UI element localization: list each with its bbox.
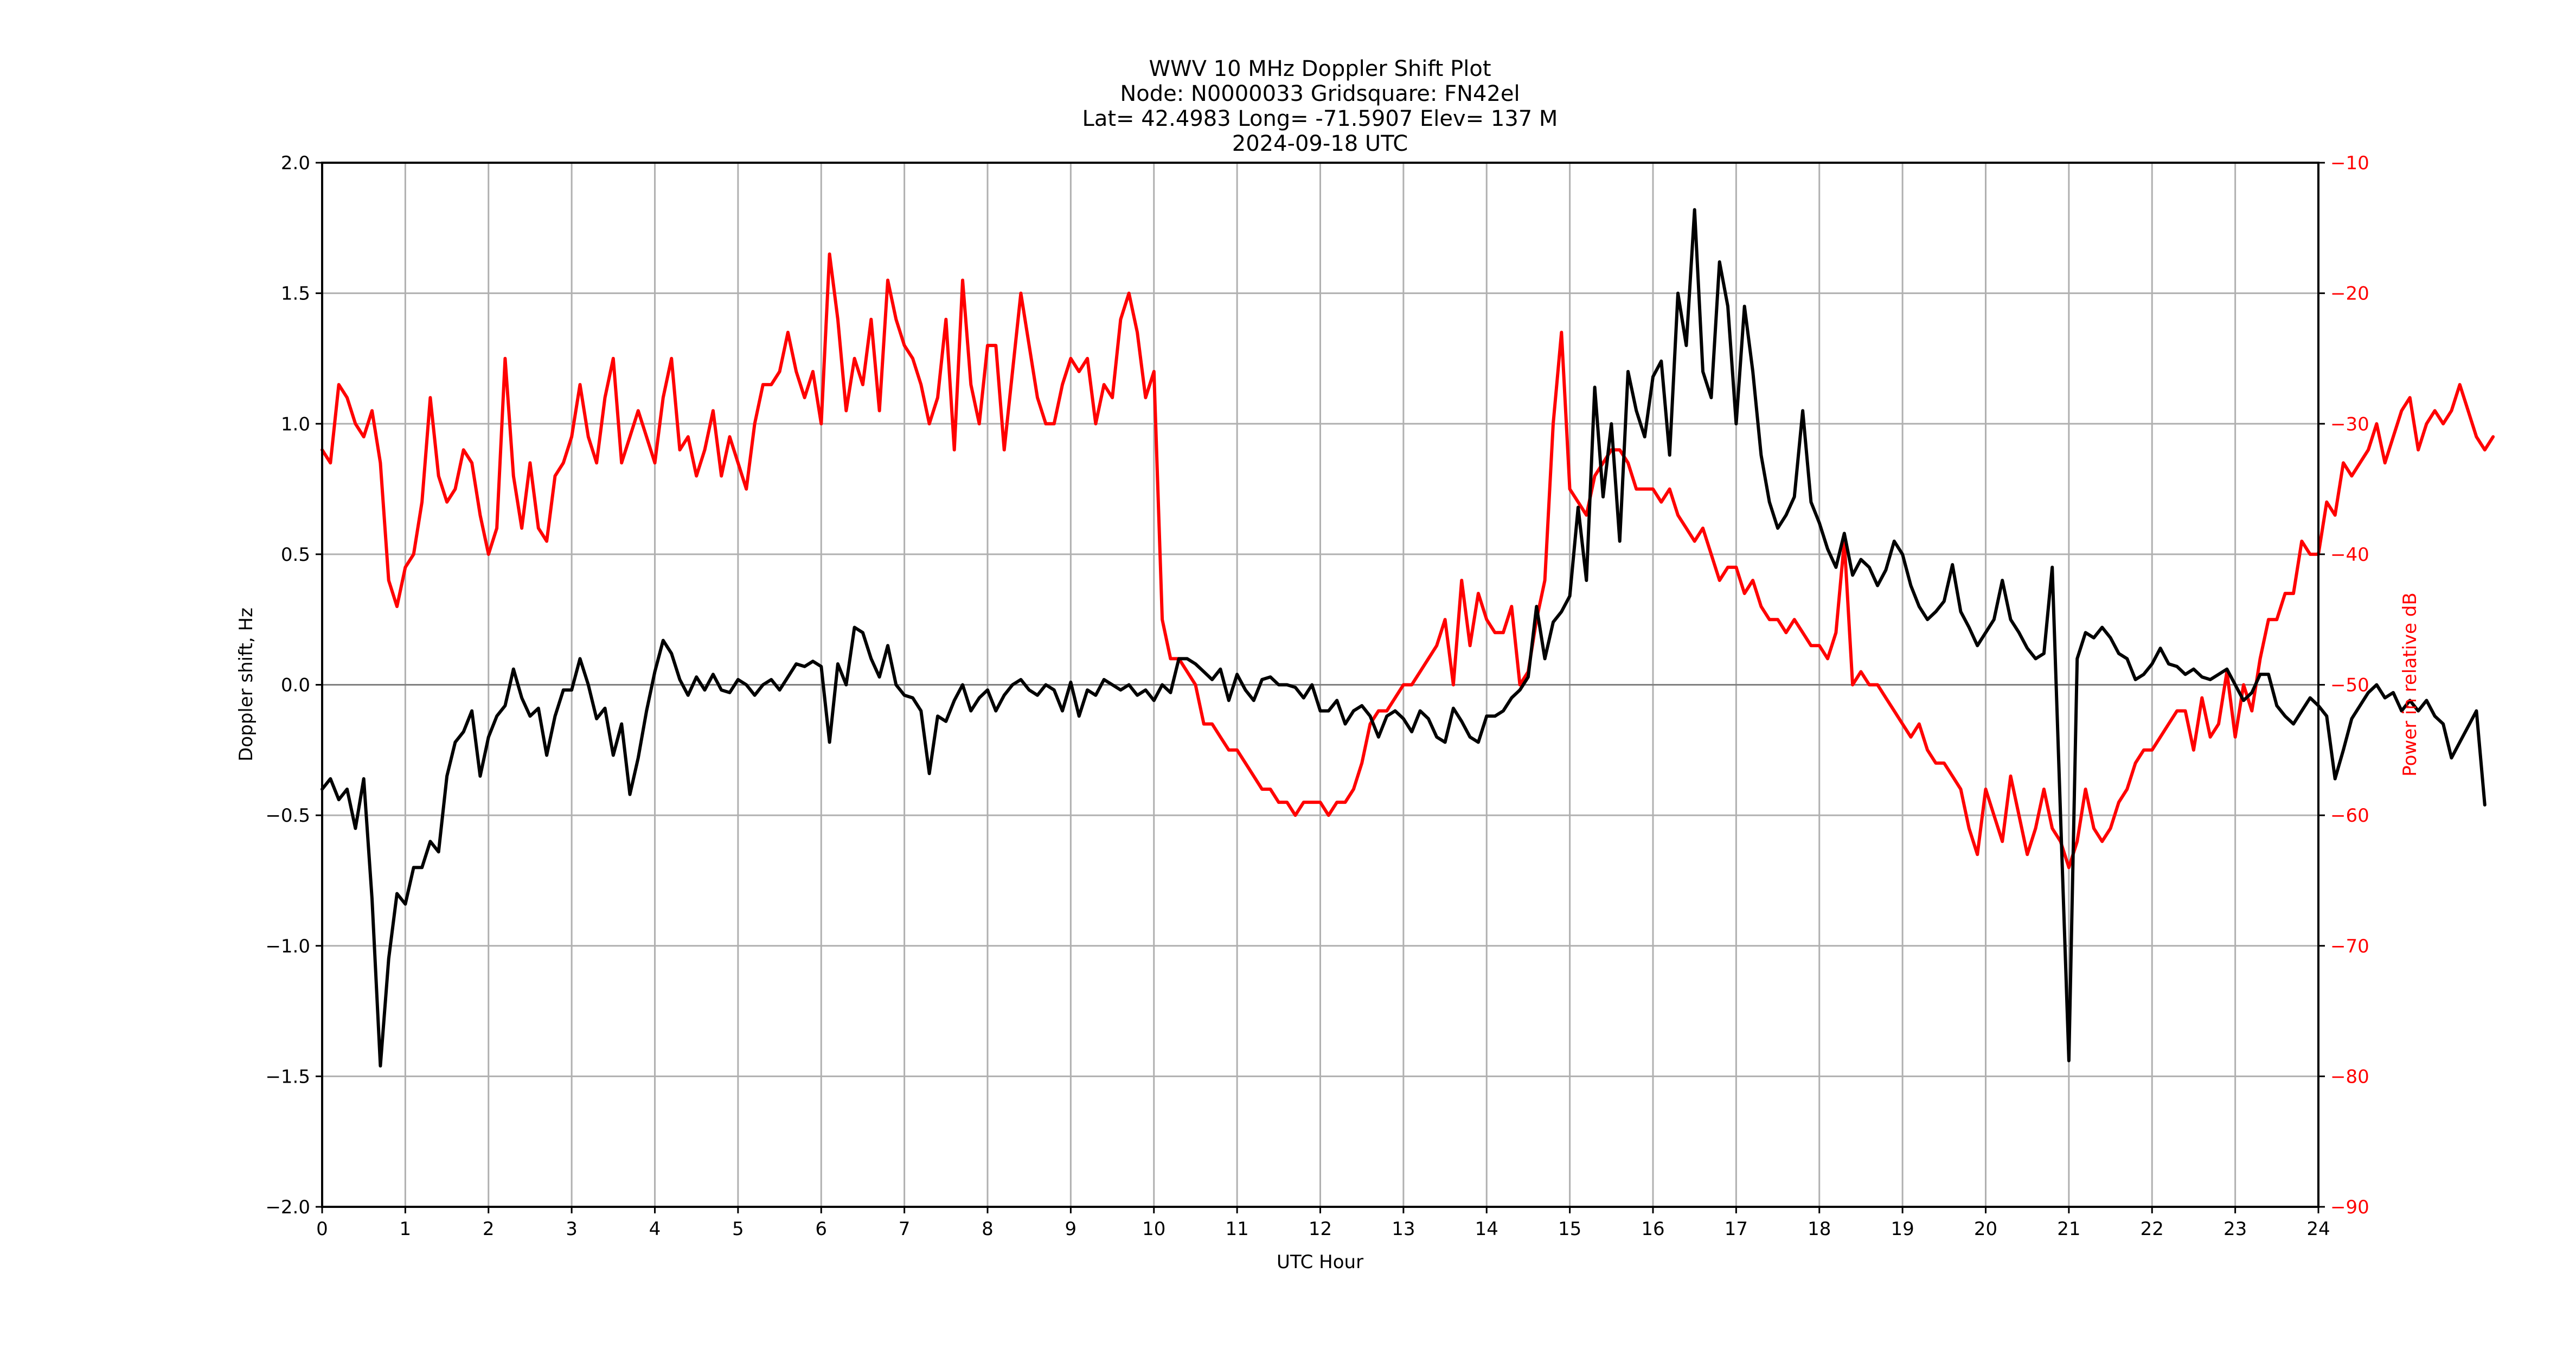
x-tick-label: 10 [1142,1218,1165,1240]
right-y-tick-label: −20 [2330,283,2369,305]
y-tick-label: −0.5 [265,805,310,827]
y-tick-label: −1.0 [265,936,310,957]
doppler-series-line [321,208,2487,1068]
x-tick-label: 20 [1974,1218,1997,1240]
right-y-axis-label: Power in relative dB [2399,592,2421,776]
x-tick-label: 7 [899,1218,911,1240]
x-tick-label: 14 [1475,1218,1498,1240]
right-y-tick-label: −40 [2330,544,2369,566]
y-tick-label: 0.0 [281,675,310,696]
right-y-tick-label: −10 [2330,152,2369,174]
x-tick-label: 12 [1309,1218,1332,1240]
x-tick-label: 21 [2057,1218,2080,1240]
y-tick-label: −2.0 [265,1197,310,1218]
x-tick-label: 22 [2141,1218,2164,1240]
chart-subtitle-node: Node: N0000033 Gridsquare: FN42el [1120,81,1520,106]
x-tick-label: 18 [1808,1218,1831,1240]
left-y-axis-ticks: 2.0 1.5 1.0 0.5 0.0 −0.5 −1.0 −1.5 −2.0 [265,152,322,1218]
x-axis-label: UTC Hour [1277,1251,1363,1273]
right-y-tick-label: −90 [2330,1197,2369,1218]
x-tick-label: 0 [316,1218,328,1240]
chart-subtitle-location: Lat= 42.4983 Long= -71.5907 Elev= 137 M [1082,106,1558,131]
y-tick-label: 1.5 [281,283,310,305]
chart-title-block: WWV 10 MHz Doppler Shift Plot Node: N000… [1082,56,1558,156]
x-tick-label: 16 [1641,1218,1664,1240]
power-series-line [321,252,2495,869]
x-tick-label: 24 [2306,1218,2330,1240]
right-y-axis-ticks: −10 −20 −30 −40 −50 −60 −70 −80 −90 [2318,152,2369,1218]
right-y-tick-label: −60 [2330,805,2369,827]
y-tick-label: 1.0 [281,413,310,435]
x-axis-ticks: 0 1 2 3 4 5 6 7 8 9 10 11 12 13 14 15 16 17 18 19 20 21 22 23 24 [316,1207,2330,1240]
x-tick-label: 4 [649,1218,661,1240]
chart-title: WWV 10 MHz Doppler Shift Plot [1149,56,1491,81]
chart-subtitle-date: 2024-09-18 UTC [1232,131,1408,156]
x-tick-label: 23 [2223,1218,2247,1240]
x-tick-label: 5 [732,1218,744,1240]
x-tick-label: 2 [483,1218,495,1240]
right-y-tick-label: −50 [2330,675,2369,696]
y-tick-label: 2.0 [281,152,310,174]
y-tick-label: 0.5 [281,544,310,566]
x-tick-label: 3 [566,1218,578,1240]
x-tick-label: 17 [1725,1218,1748,1240]
x-tick-label: 15 [1558,1218,1581,1240]
left-y-axis-label: Doppler shift, Hz [235,607,257,762]
x-tick-label: 9 [1065,1218,1077,1240]
x-tick-label: 13 [1392,1218,1415,1240]
y-tick-label: −1.5 [265,1066,310,1088]
x-tick-label: 1 [400,1218,412,1240]
right-y-tick-label: −30 [2330,413,2369,435]
right-y-tick-label: −70 [2330,936,2369,957]
x-tick-label: 8 [982,1218,994,1240]
x-tick-label: 11 [1225,1218,1248,1240]
x-tick-label: 6 [815,1218,827,1240]
x-tick-label: 19 [1891,1218,1914,1240]
right-y-tick-label: −80 [2330,1066,2369,1088]
